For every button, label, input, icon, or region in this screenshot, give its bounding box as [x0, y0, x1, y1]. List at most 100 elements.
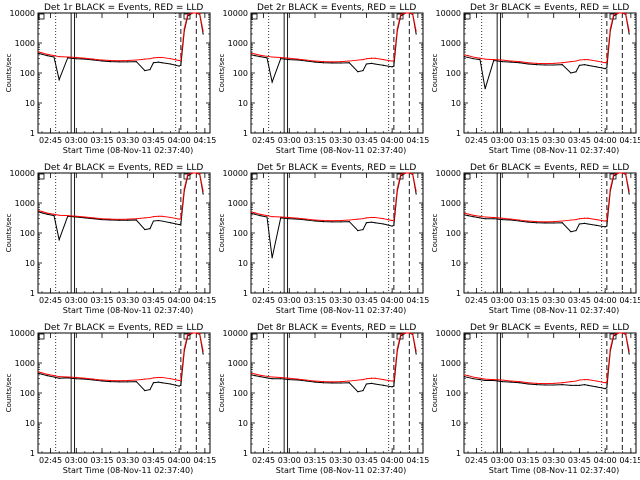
data-point-lld — [518, 60, 521, 63]
y-tick-label: 1000 — [228, 359, 248, 368]
x-axis-label: Start Time (08-Nov-11 02:37:40) — [489, 146, 619, 155]
y-tick-label: 10 — [451, 419, 461, 428]
data-point-lld — [400, 333, 402, 335]
y-tick-label: 1 — [243, 449, 248, 458]
data-point-lld — [144, 378, 146, 380]
data-point-events — [393, 224, 395, 226]
data-point-events — [53, 215, 55, 217]
data-point-lld — [195, 172, 197, 174]
data-point-lld — [53, 375, 55, 377]
data-point-lld — [192, 332, 194, 334]
data-point-events — [484, 379, 486, 382]
x-tick-label: 03:45 — [142, 296, 165, 305]
y-tick-label: 100 — [446, 69, 461, 78]
data-point-lld — [340, 380, 342, 383]
data-point-lld — [510, 380, 512, 382]
data-point-lld — [583, 58, 586, 61]
data-point-events — [58, 377, 60, 379]
y-tick-label: 10 — [238, 99, 248, 108]
data-point-lld — [37, 210, 40, 212]
y-tick-label: 100 — [233, 389, 248, 398]
data-point-events — [169, 222, 172, 224]
data-point-events — [561, 64, 563, 66]
x-tick-label: 04:15 — [193, 296, 216, 305]
series-line-events — [251, 332, 417, 393]
x-tick-label: 04:15 — [193, 456, 216, 465]
data-point-lld — [250, 211, 253, 213]
data-point-events — [84, 58, 86, 60]
data-point-lld — [501, 379, 503, 381]
data-point-events — [570, 231, 572, 233]
x-tick-label: 03:30 — [116, 296, 139, 305]
x-tick-label: 03:45 — [355, 136, 378, 145]
x-tick-label: 03:15 — [90, 456, 113, 465]
data-point-events — [467, 215, 469, 217]
y-tick-label: 10000 — [10, 169, 35, 178]
data-point-lld — [161, 376, 163, 379]
data-point-lld — [357, 218, 359, 220]
data-point-lld — [84, 377, 86, 379]
data-point-lld — [544, 221, 546, 223]
data-point-events — [578, 384, 581, 386]
data-point-lld — [604, 220, 606, 222]
data-point-lld — [463, 54, 466, 56]
data-point-events — [118, 61, 120, 63]
data-point-lld — [152, 216, 155, 218]
data-point-lld — [271, 56, 273, 58]
y-axis-label: Counts/sec — [5, 374, 13, 413]
x-axis-label: Start Time (08-Nov-11 02:37:40) — [489, 306, 619, 315]
data-point-events — [322, 220, 325, 223]
panel-title: Det 1r BLACK = Events, RED = LLD — [44, 3, 203, 13]
data-point-lld — [254, 53, 256, 55]
data-point-lld — [259, 374, 261, 376]
panel-title: Det 9r BLACK = Events, RED = LLD — [470, 323, 629, 333]
y-tick-label: 10 — [25, 259, 35, 268]
data-point-lld — [348, 60, 350, 62]
data-point-lld — [396, 348, 398, 350]
data-point-lld — [463, 212, 466, 215]
data-point-events — [340, 382, 342, 384]
data-point-lld — [101, 379, 103, 381]
data-point-lld — [46, 53, 48, 55]
series-line-lld — [464, 12, 630, 65]
data-point-lld — [400, 13, 402, 15]
data-point-events — [595, 386, 598, 388]
y-tick-label: 10 — [451, 259, 461, 268]
data-point-events — [144, 390, 146, 392]
data-point-lld — [370, 57, 373, 59]
data-point-lld — [501, 59, 503, 61]
data-point-lld — [109, 59, 112, 62]
data-point-lld — [484, 216, 486, 218]
data-point-lld — [250, 52, 253, 55]
data-point-lld — [467, 375, 469, 377]
y-tick-label: 100 — [20, 229, 35, 238]
series-line-lld — [38, 12, 204, 62]
data-point-events — [628, 33, 630, 35]
y-tick-label: 1000 — [441, 359, 461, 368]
data-point-events — [575, 71, 577, 73]
x-tick-label: 04:15 — [406, 456, 429, 465]
data-point-events — [288, 58, 290, 61]
x-tick-label: 04:15 — [193, 136, 216, 145]
data-point-lld — [144, 217, 146, 219]
data-point-lld — [472, 376, 474, 378]
data-point-lld — [58, 214, 60, 216]
y-tick-label: 100 — [446, 389, 461, 398]
y-axis-label: Counts/sec — [5, 54, 13, 93]
y-tick-label: 10 — [238, 419, 248, 428]
x-axis-label: Start Time (08-Nov-11 02:37:40) — [63, 146, 193, 155]
series-line-events — [251, 12, 417, 84]
x-tick-label: 04:00 — [381, 456, 404, 465]
data-point-lld — [415, 350, 417, 352]
data-point-events — [575, 230, 577, 232]
data-point-lld — [127, 379, 129, 382]
data-point-events — [250, 212, 253, 215]
data-point-lld — [135, 218, 137, 220]
data-point-events — [472, 378, 474, 380]
data-point-events — [561, 384, 563, 386]
x-axis-label: Start Time (08-Nov-11 02:37:40) — [489, 466, 619, 475]
x-tick-label: 03:30 — [116, 136, 139, 145]
data-point-lld — [297, 217, 299, 219]
data-point-lld — [553, 220, 555, 223]
data-point-lld — [305, 218, 308, 220]
